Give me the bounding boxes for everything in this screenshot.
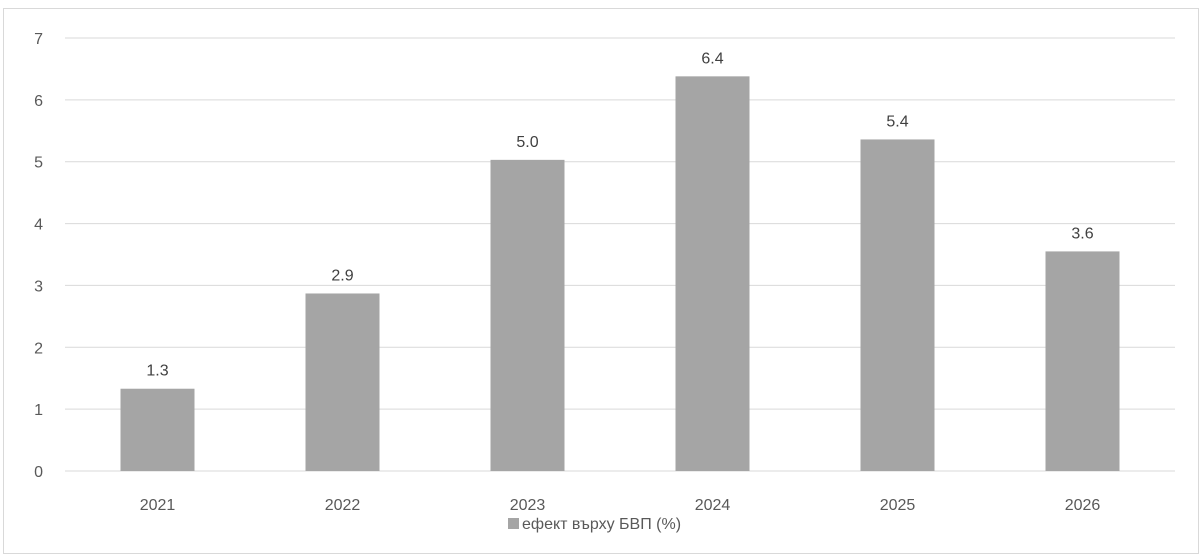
y-tick-label: 7 <box>34 31 43 48</box>
x-tick-label: 2024 <box>695 497 731 514</box>
gridlines <box>65 37 1175 472</box>
chart-frame <box>3 8 1199 554</box>
legend-label: ефект върху БВП (%) <box>522 516 681 533</box>
bar-2022 <box>305 293 380 471</box>
bar-2025 <box>860 139 935 471</box>
bar-2024 <box>675 76 750 471</box>
data-label-2023: 5.0 <box>516 134 538 151</box>
legend: ефект върху БВП (%) <box>508 516 681 533</box>
data-label-2024: 6.4 <box>701 50 723 67</box>
bars <box>120 76 1120 471</box>
x-tick-label: 2022 <box>325 497 361 514</box>
bar-2021 <box>120 388 195 471</box>
data-label-2025: 5.4 <box>886 113 908 130</box>
y-tick-label: 3 <box>34 278 43 295</box>
x-axis-ticks: 2021 2022 2023 2024 2025 2026 <box>140 497 1101 514</box>
y-tick-label: 6 <box>34 93 43 110</box>
y-tick-label: 4 <box>34 217 43 234</box>
y-tick-label: 0 <box>34 464 43 481</box>
x-tick-label: 2023 <box>510 497 546 514</box>
x-tick-label: 2025 <box>880 497 916 514</box>
y-tick-label: 1 <box>34 402 43 419</box>
bar-2023 <box>490 159 565 471</box>
data-labels: 1.3 2.9 5.0 6.4 5.4 3.6 <box>146 50 1093 379</box>
y-tick-label: 2 <box>34 340 43 357</box>
data-label-2022: 2.9 <box>331 267 353 284</box>
data-label-2026: 3.6 <box>1071 225 1093 242</box>
legend-swatch <box>508 518 519 529</box>
x-tick-label: 2021 <box>140 497 176 514</box>
bar-2026 <box>1045 251 1120 471</box>
y-axis-ticks: 0 1 2 3 4 5 6 7 <box>34 31 43 481</box>
x-tick-label: 2026 <box>1065 497 1101 514</box>
data-label-2021: 1.3 <box>146 363 168 380</box>
y-tick-label: 5 <box>34 155 43 172</box>
